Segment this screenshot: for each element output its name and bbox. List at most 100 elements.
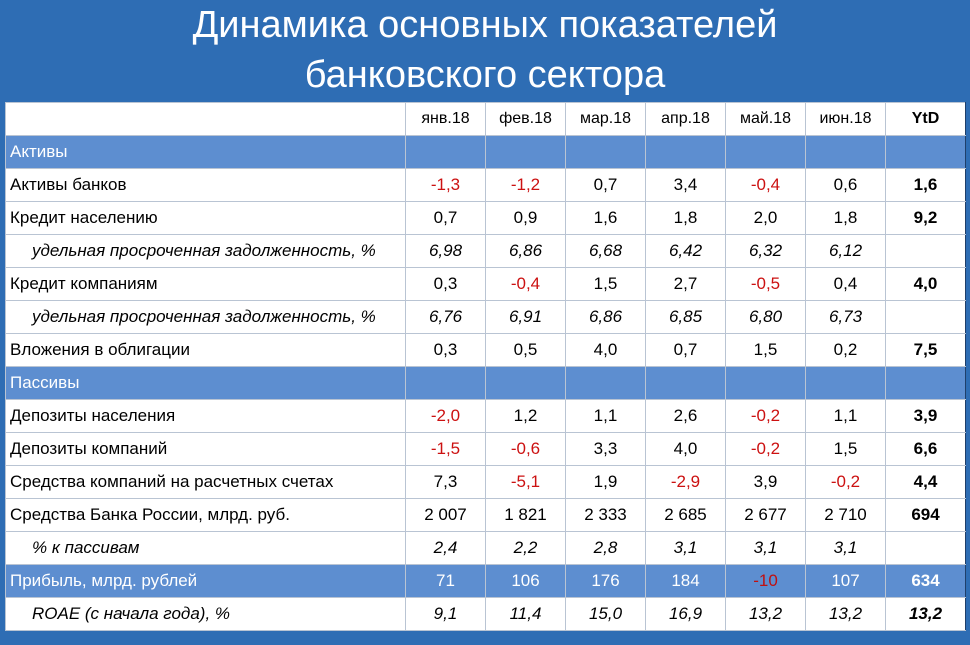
value-cell: -0,2 xyxy=(805,465,886,499)
row-label: Средства Банка России, млрд. руб. xyxy=(5,498,406,532)
value-cell: 1,5 xyxy=(725,333,806,367)
value-cell: 3,9 xyxy=(725,465,806,499)
value-cell: 1 821 xyxy=(485,498,566,532)
header-cell-month: фев.18 xyxy=(485,102,566,136)
value-cell xyxy=(805,135,886,169)
row-label: Кредит компаниям xyxy=(5,267,406,301)
value-cell: 2 333 xyxy=(565,498,646,532)
row-label: Депозиты населения xyxy=(5,399,406,433)
table-row: % к пассивам 2,4 2,2 2,8 3,1 3,1 3,1 xyxy=(5,531,966,565)
value-cell: 0,7 xyxy=(645,333,726,367)
header-cell-ytd: YtD xyxy=(885,102,966,136)
value-cell: 2,6 xyxy=(645,399,726,433)
value-cell: 6,98 xyxy=(405,234,486,268)
value-cell xyxy=(405,366,486,400)
value-cell: -2,9 xyxy=(645,465,726,499)
value-cell: 0,7 xyxy=(565,168,646,202)
table-row: Депозиты населения -2,0 1,2 1,1 2,6 -0,2 1,1 3,… xyxy=(5,399,966,433)
value-cell: 0,9 xyxy=(485,201,566,235)
ytd-cell: 4,4 xyxy=(885,465,966,499)
row-label: ROAE (с начала года), % xyxy=(5,597,406,631)
value-cell: -0,5 xyxy=(725,267,806,301)
value-cell: 0,2 xyxy=(805,333,886,367)
value-cell: 6,86 xyxy=(485,234,566,268)
ytd-cell: 634 xyxy=(885,564,966,598)
value-cell: -1,5 xyxy=(405,432,486,466)
header-cell-month: июн.18 xyxy=(805,102,886,136)
value-cell: -2,0 xyxy=(405,399,486,433)
value-cell: -0,6 xyxy=(485,432,566,466)
value-cell: -5,1 xyxy=(485,465,566,499)
header-cell-month: янв.18 xyxy=(405,102,486,136)
table-row: Кредит компаниям 0,3 -0,4 1,5 2,7 -0,5 0,4 4,0 xyxy=(5,267,966,301)
table-row: Кредит населению 0,7 0,9 1,6 1,8 2,0 1,8 9,2 xyxy=(5,201,966,235)
value-cell: -1,3 xyxy=(405,168,486,202)
value-cell: 0,3 xyxy=(405,267,486,301)
row-label: Активы xyxy=(5,135,406,169)
ytd-cell: 1,6 xyxy=(885,168,966,202)
value-cell: 6,73 xyxy=(805,300,886,334)
value-cell: 2 710 xyxy=(805,498,886,532)
header-cell-month: май.18 xyxy=(725,102,806,136)
value-cell: 0,6 xyxy=(805,168,886,202)
ytd-cell xyxy=(885,366,966,400)
table-row: Прибыль, млрд. рублей 71 106 176 184 -10 107 63… xyxy=(5,564,966,598)
row-label: Средства компаний на расчетных счетах xyxy=(5,465,406,499)
value-cell: -1,2 xyxy=(485,168,566,202)
row-label: удельная просроченная задолженность, % xyxy=(5,234,406,268)
value-cell: 6,85 xyxy=(645,300,726,334)
table-row: Вложения в облигации 0,3 0,5 4,0 0,7 1,5 0,2 7,… xyxy=(5,333,966,367)
value-cell: 0,3 xyxy=(405,333,486,367)
value-cell: 3,3 xyxy=(565,432,646,466)
row-label: Кредит населению xyxy=(5,201,406,235)
indicators-table: янв.18 фев.18 мар.18 апр.18 май.18 июн.1… xyxy=(5,102,966,631)
value-cell: 1,6 xyxy=(565,201,646,235)
value-cell: 6,32 xyxy=(725,234,806,268)
value-cell: 3,1 xyxy=(725,531,806,565)
value-cell: 2,7 xyxy=(645,267,726,301)
ytd-cell xyxy=(885,531,966,565)
value-cell: 1,5 xyxy=(565,267,646,301)
value-cell xyxy=(485,366,566,400)
value-cell: 4,0 xyxy=(645,432,726,466)
ytd-cell: 4,0 xyxy=(885,267,966,301)
value-cell: 4,0 xyxy=(565,333,646,367)
title-line-1: Динамика основных показателей xyxy=(192,4,778,46)
section-row: Пассивы xyxy=(5,366,966,400)
header-cell-month: мар.18 xyxy=(565,102,646,136)
value-cell xyxy=(805,366,886,400)
table-row: ROAE (с начала года), % 9,1 11,4 15,0 16,9 13… xyxy=(5,597,966,631)
table-row: удельная просроченная задолженность, % 6,… xyxy=(5,234,966,268)
value-cell: 2 677 xyxy=(725,498,806,532)
value-cell: 1,1 xyxy=(805,399,886,433)
value-cell: 107 xyxy=(805,564,886,598)
value-cell: 2 007 xyxy=(405,498,486,532)
header-cell-label xyxy=(5,102,406,136)
ytd-cell: 7,5 xyxy=(885,333,966,367)
value-cell: 6,76 xyxy=(405,300,486,334)
value-cell: -0,4 xyxy=(485,267,566,301)
section-row: Активы xyxy=(5,135,966,169)
ytd-cell xyxy=(885,234,966,268)
table-row: Депозиты компаний -1,5 -0,6 3,3 4,0 -0,2 1,5 6,… xyxy=(5,432,966,466)
value-cell: 9,1 xyxy=(405,597,486,631)
value-cell: 6,80 xyxy=(725,300,806,334)
value-cell: 6,42 xyxy=(645,234,726,268)
row-label: % к пассивам xyxy=(5,531,406,565)
value-cell: 16,9 xyxy=(645,597,726,631)
value-cell: 106 xyxy=(485,564,566,598)
value-cell: 13,2 xyxy=(725,597,806,631)
table-header-row: янв.18 фев.18 мар.18 апр.18 май.18 июн.1… xyxy=(5,102,966,136)
value-cell xyxy=(565,366,646,400)
ytd-cell xyxy=(885,300,966,334)
row-label: Пассивы xyxy=(5,366,406,400)
value-cell xyxy=(645,135,726,169)
value-cell: 184 xyxy=(645,564,726,598)
value-cell: 1,9 xyxy=(565,465,646,499)
value-cell: 71 xyxy=(405,564,486,598)
value-cell: 2,4 xyxy=(405,531,486,565)
value-cell: 1,2 xyxy=(485,399,566,433)
value-cell xyxy=(405,135,486,169)
value-cell xyxy=(725,366,806,400)
value-cell: -0,2 xyxy=(725,432,806,466)
